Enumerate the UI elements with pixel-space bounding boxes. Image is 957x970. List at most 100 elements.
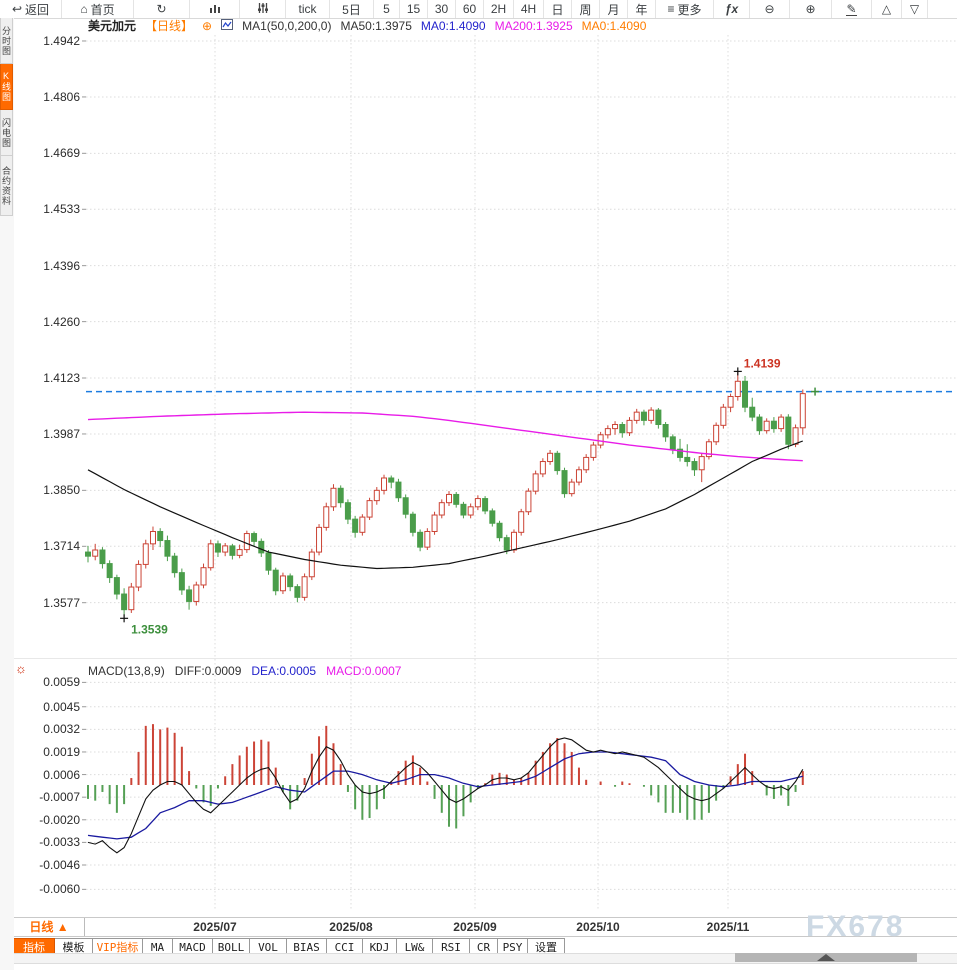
period-4h-button[interactable]: 4H — [514, 0, 544, 18]
period-month-button[interactable]: 月 — [600, 0, 628, 18]
period-30m-button-label: 30 — [434, 2, 449, 16]
indicator-tab-KDJ[interactable]: KDJ — [363, 938, 397, 955]
draw-triangle-up-button[interactable]: △ — [872, 0, 902, 18]
candle-body — [489, 510, 496, 524]
back-button[interactable]: ↩ 返回 — [0, 0, 62, 18]
period-day-button[interactable]: 日 — [544, 0, 572, 18]
fx-tools-button[interactable]: ƒx — [714, 0, 750, 18]
candle-body — [294, 586, 301, 598]
period-week-button[interactable]: 周 — [572, 0, 600, 18]
candle-body — [742, 380, 749, 408]
period-15m-button[interactable]: 15 — [400, 0, 428, 18]
period-15m-button-label: 15 — [406, 2, 421, 16]
candle-body — [604, 428, 611, 436]
candle-body — [460, 503, 467, 516]
period-5d-button-label: 5日 — [342, 2, 361, 17]
home-button[interactable]: ⌂ 首页 — [62, 0, 134, 18]
candle-body — [135, 563, 142, 588]
indicator-tab-模板[interactable]: 模板 — [55, 938, 93, 955]
candle-body — [561, 470, 568, 495]
candle-body — [503, 537, 510, 551]
candle-body — [583, 456, 590, 471]
period-2h-button-label: 2H — [490, 2, 507, 16]
candle-body — [287, 575, 294, 588]
period-year-button-label: 年 — [635, 2, 648, 17]
candle-body — [590, 444, 597, 458]
refresh-button[interactable]: ↻ — [134, 0, 190, 18]
mini-chart-icon — [221, 19, 234, 33]
more-button[interactable]: ≡ 更多 — [656, 0, 714, 18]
macd-tick-label: -0.0060 — [39, 882, 80, 897]
horizontal-scrollbar-track[interactable] — [0, 953, 957, 964]
price-annotation: 1.3539 — [131, 622, 168, 636]
zoom-out-icon: ⊖ — [764, 2, 775, 16]
scrollbar-arrow-icon — [817, 954, 835, 961]
add-indicator-icon[interactable]: ⊕ — [202, 19, 213, 33]
period-5m-button[interactable]: 5 — [374, 0, 400, 18]
ma200-line — [87, 411, 803, 462]
more-icon: ≡ — [667, 2, 675, 16]
candle-body — [720, 406, 727, 426]
price-annotation: 1.4139 — [744, 356, 781, 370]
candle-body — [474, 498, 481, 508]
dea-line — [87, 751, 803, 840]
settings-sun-icon[interactable]: ☼ — [15, 661, 27, 676]
period-30m-button[interactable]: 30 — [428, 0, 456, 18]
price-tick-label: 1.4669 — [43, 146, 80, 161]
candle-body — [214, 543, 221, 553]
macd-tick-label: 0.0032 — [43, 722, 80, 737]
period-2h-button[interactable]: 2H — [484, 0, 514, 18]
candle-body — [713, 424, 720, 443]
price-tick-label: 1.3714 — [43, 539, 80, 554]
chart-type-button[interactable] — [190, 0, 240, 18]
indicator-tab-设置[interactable]: 设置 — [528, 938, 565, 955]
period-year-button[interactable]: 年 — [628, 0, 656, 18]
zoom-in-button[interactable]: ⊕ — [790, 0, 832, 18]
indicator-tab-MA[interactable]: MA — [143, 938, 173, 955]
sidebar-item-K线图[interactable]: K线图 — [0, 64, 13, 110]
candle-body — [121, 593, 128, 611]
candle-body — [99, 549, 106, 565]
refresh-icon: ↻ — [156, 2, 167, 16]
draw-triangle-down-button[interactable]: ▽ — [902, 0, 928, 18]
macd-tick-label: 0.0006 — [43, 767, 80, 782]
zoom-out-button[interactable]: ⊖ — [750, 0, 790, 18]
candle-body — [734, 380, 741, 398]
period-60m-button[interactable]: 60 — [456, 0, 484, 18]
candle-body — [388, 477, 395, 483]
candle-body — [229, 545, 236, 556]
candle-body — [785, 416, 792, 445]
price-tick-label: 1.3577 — [43, 595, 80, 610]
period-5d-button[interactable]: 5日 — [330, 0, 374, 18]
candle-body — [525, 490, 532, 513]
period-tick-button[interactable]: tick — [286, 0, 330, 18]
sidebar-item-分时图[interactable]: 分时图 — [0, 18, 13, 64]
indicator-tab-BOLL[interactable]: BOLL — [213, 938, 250, 955]
candle-body — [265, 552, 272, 571]
candle-body — [337, 487, 344, 504]
period-month-button-label: 月 — [607, 2, 620, 17]
macd-tick-label: 0.0059 — [43, 675, 80, 690]
indicator-tab-PSY[interactable]: PSY — [498, 938, 528, 955]
horizontal-scrollbar-thumb[interactable] — [735, 953, 917, 962]
indicator-settings-button[interactable] — [240, 0, 286, 18]
period-60m-button-label: 60 — [462, 2, 477, 16]
indicator-tab-LW&[interactable]: LW& — [397, 938, 433, 955]
fx-icon: ƒx — [724, 2, 739, 16]
candle-body — [409, 513, 416, 533]
sidebar-item-合约资料[interactable]: 合约资料 — [0, 156, 13, 216]
indicator-tab-BIAS[interactable]: BIAS — [287, 938, 327, 955]
period-5m-button-label: 5 — [383, 2, 390, 16]
period-week-button-label: 周 — [579, 2, 592, 17]
period-dropdown[interactable]: 日线 ▲ — [13, 918, 85, 936]
sidebar-item-闪电图[interactable]: 闪电图 — [0, 110, 13, 156]
candle-body — [164, 540, 171, 557]
candle-body — [568, 481, 575, 495]
back-button-label: 返回 — [25, 2, 50, 17]
price-tick-label: 1.4806 — [43, 89, 80, 104]
candle-body — [496, 522, 503, 539]
candle-body — [222, 545, 229, 553]
candle-body — [431, 514, 438, 532]
draw-pencil-button[interactable]: ✎ — [832, 0, 872, 18]
macd-header: MACD(13,8,9) DIFF:0.0009 DEA:0.0005 MACD:0.… — [88, 664, 401, 678]
